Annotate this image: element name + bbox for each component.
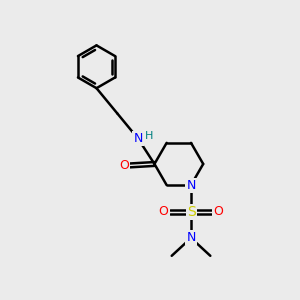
Text: O: O — [159, 205, 169, 218]
Text: N: N — [134, 132, 143, 145]
Text: N: N — [186, 232, 196, 244]
Text: N: N — [186, 178, 196, 192]
Text: O: O — [213, 205, 223, 218]
Text: H: H — [145, 131, 154, 141]
Text: O: O — [119, 159, 129, 172]
Text: S: S — [187, 205, 195, 219]
